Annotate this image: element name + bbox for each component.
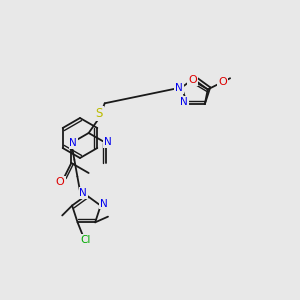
Text: N: N: [175, 83, 183, 93]
Text: O: O: [188, 75, 197, 85]
Text: N: N: [100, 199, 107, 208]
Text: N: N: [104, 137, 112, 147]
Text: O: O: [56, 177, 64, 187]
Text: N: N: [70, 138, 77, 148]
Text: N: N: [80, 188, 87, 198]
Text: S: S: [96, 106, 103, 120]
Text: Cl: Cl: [81, 235, 91, 245]
Text: O: O: [218, 77, 227, 87]
Text: N: N: [180, 97, 188, 107]
